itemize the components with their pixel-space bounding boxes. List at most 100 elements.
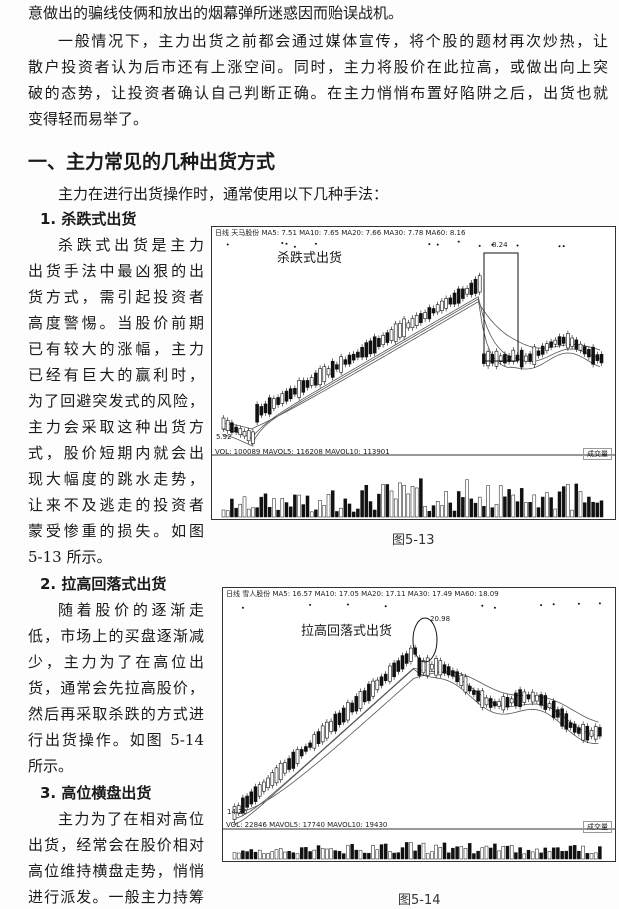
body-line: 随着股价的逐渐走 [58, 601, 204, 619]
candle [459, 674, 464, 686]
volume-bar [329, 848, 333, 860]
volume-bar [469, 498, 474, 518]
signal-dot [558, 245, 561, 248]
candle [381, 335, 385, 345]
candle [498, 355, 503, 362]
candle [288, 388, 293, 400]
volume-bar [262, 853, 266, 860]
volume-bar [371, 845, 375, 860]
candle [330, 360, 335, 378]
candle [232, 806, 237, 820]
volume-bar [280, 498, 285, 518]
body-line: 5-13 所示。 [28, 548, 112, 566]
candle [284, 390, 289, 402]
indicator-dropdown[interactable]: 成交量 [583, 448, 612, 460]
volume-bar [498, 485, 503, 518]
body-line: 出货手法中最凶狠的出 [28, 262, 204, 280]
candle [335, 364, 339, 370]
chart-annotation: 杀跌式出货 [277, 251, 343, 266]
candle [532, 346, 537, 365]
candle [274, 767, 279, 784]
volume-bar [320, 848, 325, 860]
volume-header: VOL: 22846 MAVOL5: 17740 MAVOL10: 19430 [226, 821, 388, 829]
volume-bar [528, 502, 532, 518]
volume-bar [396, 852, 401, 860]
highlight-ellipse [412, 617, 438, 663]
candle [400, 655, 405, 670]
candle [404, 653, 409, 664]
signal-dot [346, 603, 349, 606]
candle [427, 307, 432, 320]
volume-bar [364, 485, 369, 518]
body-line: 让来不及逃走的投资者 [28, 496, 204, 514]
candle [414, 315, 419, 326]
candle [469, 282, 474, 295]
candle [396, 660, 401, 672]
candle [337, 712, 342, 725]
volume-bar [519, 488, 524, 518]
volume-bar [511, 494, 516, 518]
volume-bar [358, 850, 363, 860]
volume-bar [427, 511, 432, 518]
volume-bar [493, 843, 497, 860]
volume-bar [539, 852, 543, 860]
candle [549, 341, 553, 348]
candle [309, 377, 314, 386]
candle [490, 353, 495, 364]
candle [225, 420, 230, 431]
volume-bar [259, 496, 264, 518]
body-line: 主力为了在相对高位 [58, 810, 204, 828]
candle [591, 346, 595, 365]
candle [293, 388, 297, 395]
body-line: 低，市场上的买盘逐渐减 [28, 627, 204, 645]
volume-bar [505, 845, 510, 860]
volume-bar [497, 850, 501, 860]
candle [291, 751, 296, 769]
low-price-label: 14.20 [227, 808, 248, 816]
candle [505, 697, 510, 708]
signal-dot [598, 602, 601, 605]
candle [341, 707, 346, 723]
volume-bar [413, 850, 417, 860]
candle [463, 676, 468, 693]
subsection-title-3: 3. 高位横盘出货 [40, 784, 152, 802]
candle [451, 670, 455, 677]
volume-bar [347, 503, 352, 518]
candle [270, 772, 275, 786]
candle [536, 350, 541, 356]
figure-caption: 图5-14 [398, 893, 441, 908]
candle [389, 329, 394, 341]
candle [253, 786, 258, 802]
highlight-box [483, 252, 519, 362]
indicator-dropdown[interactable]: 成交量 [583, 821, 612, 833]
candle [295, 749, 300, 764]
candle [354, 696, 359, 712]
candle [257, 784, 262, 797]
para-line: 破的态势，让投资者确认自己判断正确。在主力悄悄布置好陷阱之后，出货也就 [28, 84, 608, 102]
volume-bar [266, 853, 270, 860]
volume-bar [246, 508, 251, 518]
volume-bar [484, 845, 489, 860]
candle [509, 698, 514, 704]
candle [402, 318, 406, 338]
body-line: 杀跌式出货是主力 [58, 236, 204, 254]
candle [477, 275, 482, 293]
volume-bar [326, 494, 331, 518]
candle [540, 345, 545, 355]
volume-bar [518, 847, 522, 860]
body-line: 货，通常会先拉高股价， [28, 679, 204, 697]
volume-bar [459, 846, 464, 860]
moving-average-line [232, 668, 599, 826]
volume-bar [598, 846, 602, 860]
signal-dot [241, 606, 244, 609]
candle [564, 713, 569, 730]
signal-dot [226, 243, 229, 246]
volume-bar [564, 850, 569, 860]
candle [593, 726, 598, 740]
candle [238, 428, 243, 436]
candle [465, 288, 469, 295]
signal-dot [436, 243, 439, 246]
candle [581, 724, 585, 741]
candle [598, 727, 602, 737]
